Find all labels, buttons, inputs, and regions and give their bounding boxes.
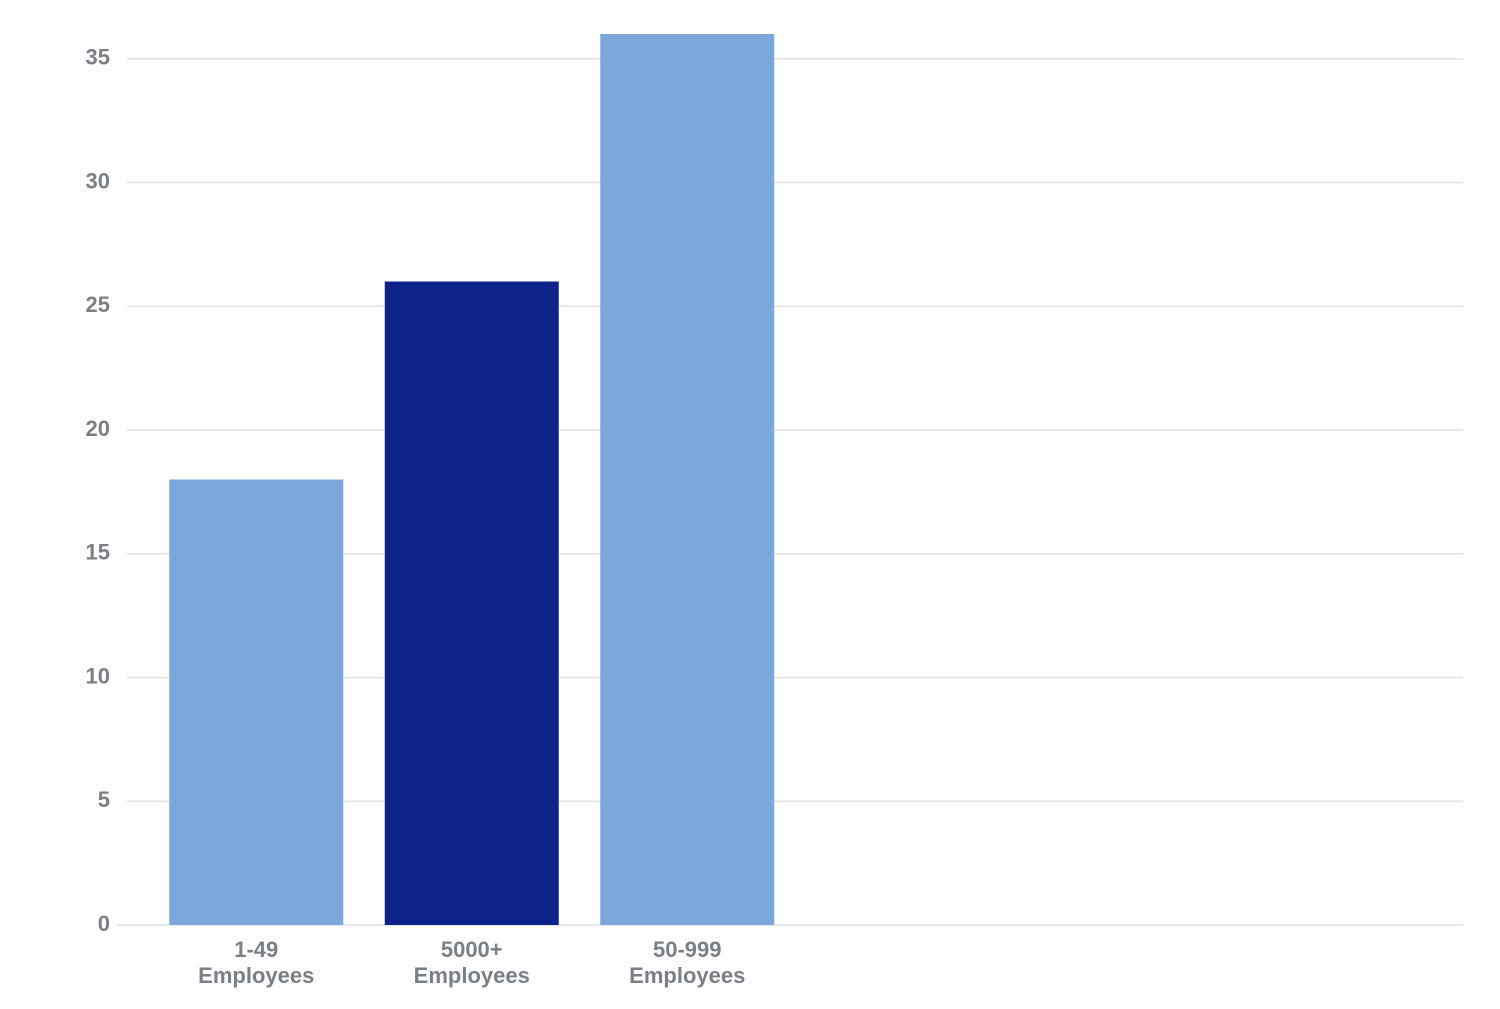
bar xyxy=(600,34,775,925)
x-tick-label: 5000+ Employees xyxy=(414,937,530,988)
y-tick-label: 0 xyxy=(98,911,110,936)
x-tick-label: 1-49 Employees xyxy=(198,937,314,988)
y-tick-label: 15 xyxy=(86,540,110,565)
y-tick-label: 10 xyxy=(86,663,110,688)
bar xyxy=(169,479,344,925)
y-tick-label: 35 xyxy=(86,45,110,70)
bar xyxy=(384,281,559,925)
y-tick-label: 25 xyxy=(86,292,110,317)
y-tick-label: 5 xyxy=(98,787,110,812)
y-tick-label: 30 xyxy=(86,168,110,193)
y-tick-label: 20 xyxy=(86,416,110,441)
x-tick-label: 50-999 Employees xyxy=(629,937,745,988)
